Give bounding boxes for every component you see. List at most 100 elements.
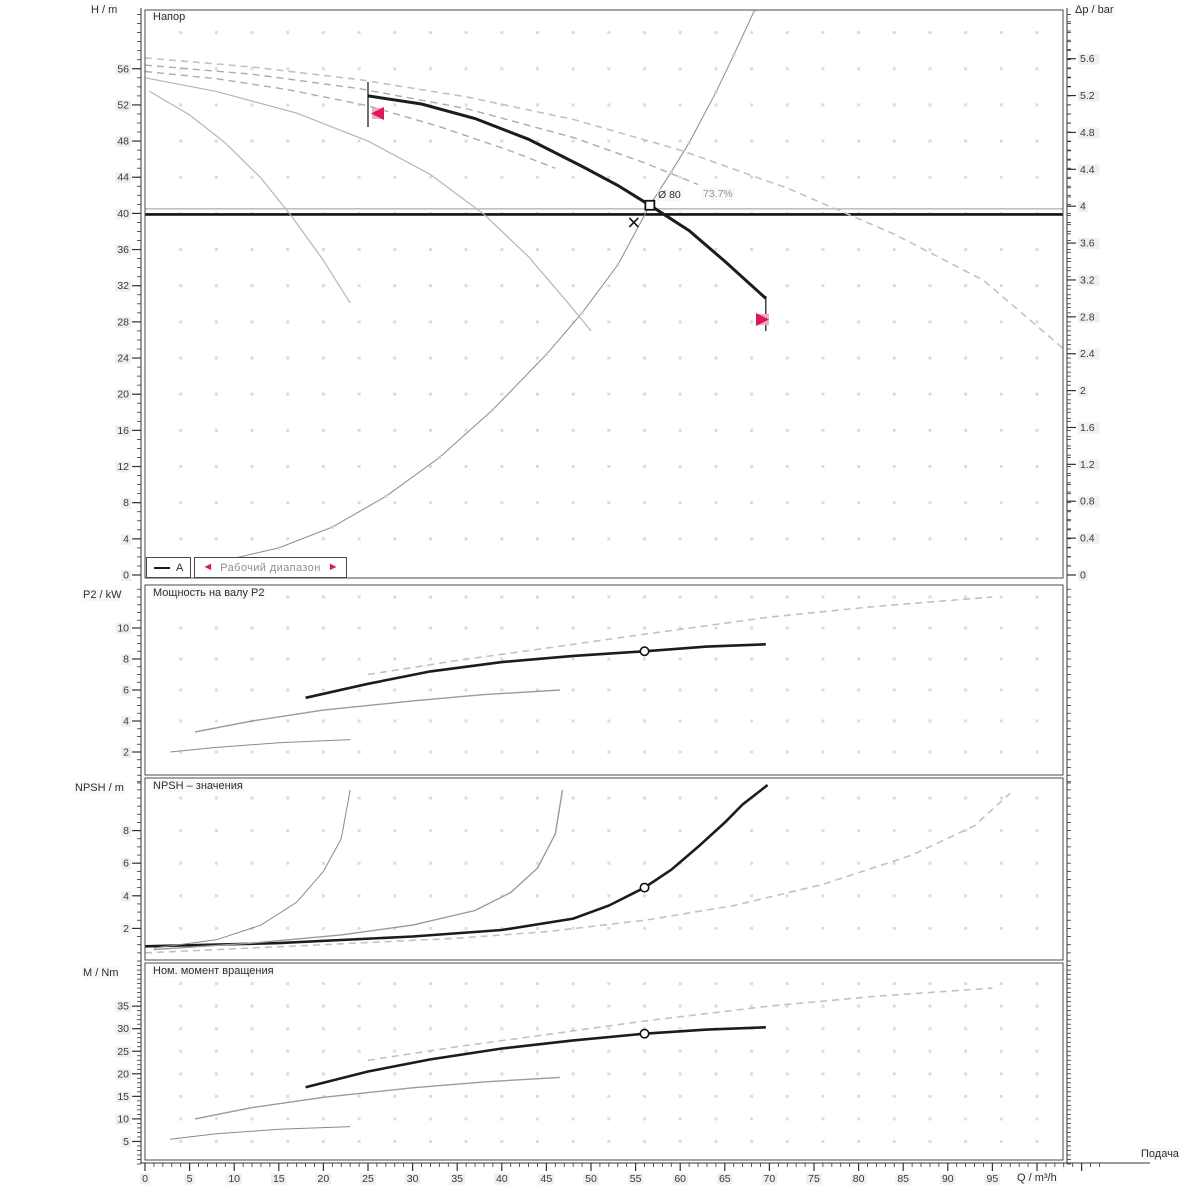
svg-text:80: 80 (853, 1173, 865, 1185)
flow-name-label: Подача (1140, 1148, 1180, 1160)
power-axis-label: P2 / kW (82, 589, 123, 601)
svg-text:10: 10 (228, 1173, 240, 1185)
svg-text:16: 16 (117, 425, 129, 437)
legend-working-range: ◄ Рабочий диапазон ► (194, 557, 347, 578)
svg-text:90: 90 (942, 1173, 954, 1185)
svg-text:52: 52 (117, 99, 129, 111)
svg-text:56: 56 (117, 63, 129, 75)
svg-text:0: 0 (1080, 570, 1086, 582)
curve-speed_curve_2 (144, 64, 699, 186)
flow-unit-label: Q / m³/h (1016, 1172, 1058, 1184)
panel-title-torque: Ном. момент вращения (152, 965, 275, 977)
curve-speed_curve_max (144, 57, 1065, 350)
curve-speed_curve_5 (149, 90, 351, 304)
svg-text:2.4: 2.4 (1080, 348, 1095, 360)
svg-text:15: 15 (117, 1091, 129, 1103)
chart-legend: A ◄ Рабочий диапазон ► (146, 557, 347, 578)
pressure-axis-label: Δp / bar (1074, 4, 1115, 16)
svg-text:4.8: 4.8 (1080, 127, 1095, 139)
svg-text:4: 4 (123, 533, 129, 545)
curve-speed_curve_4 (144, 77, 592, 332)
curves (144, 9, 1065, 1140)
svg-text:3.2: 3.2 (1080, 274, 1095, 286)
torque-axis-label: M / Nm (82, 967, 120, 979)
axis-rulers (140, 8, 1150, 1164)
svg-text:60: 60 (674, 1173, 686, 1185)
legend-curve-a-label: A (176, 561, 184, 574)
panel-title-head: Напор (152, 11, 187, 23)
svg-text:12: 12 (117, 461, 129, 473)
legend-curve-a: A (146, 557, 192, 578)
svg-text:10: 10 (117, 623, 129, 635)
svg-text:44: 44 (117, 172, 129, 184)
svg-text:5: 5 (187, 1173, 193, 1185)
svg-text:24: 24 (117, 353, 129, 365)
curve-torque_curve_A (305, 1026, 766, 1089)
svg-text:0: 0 (142, 1173, 148, 1185)
grid-dots (179, 31, 1039, 1143)
range-left-arrow-icon: ◄ (202, 561, 214, 573)
duty-point-markers (628, 199, 656, 1039)
svg-text:30: 30 (117, 1023, 129, 1035)
head-axis-label: H / m (90, 4, 119, 16)
svg-text:4: 4 (123, 890, 129, 902)
svg-text:32: 32 (117, 280, 129, 292)
svg-text:20: 20 (318, 1173, 330, 1185)
svg-text:36: 36 (117, 244, 129, 256)
efficiency-label: 73.7% (702, 188, 734, 200)
svg-text:48: 48 (117, 136, 129, 148)
svg-text:40: 40 (117, 208, 129, 220)
svg-text:10: 10 (117, 1113, 129, 1125)
svg-text:25: 25 (362, 1173, 374, 1185)
svg-text:75: 75 (808, 1173, 820, 1185)
curve-power_reduced_2 (169, 739, 351, 753)
svg-text:2: 2 (123, 747, 129, 759)
svg-text:2: 2 (123, 923, 129, 935)
working-range-markers (367, 82, 769, 331)
svg-text:0.8: 0.8 (1080, 496, 1095, 508)
svg-text:0: 0 (123, 570, 129, 582)
panel-title-power: Мощность на валу P2 (152, 587, 266, 599)
svg-text:65: 65 (719, 1173, 731, 1185)
curve-power_max_speed (367, 596, 993, 676)
curve-npsh_reduced_1 (153, 789, 351, 949)
svg-text:20: 20 (117, 389, 129, 401)
reference-head-line (145, 208, 1063, 216)
curve-npsh_dashed (144, 792, 1011, 954)
curve-torque_reduced_2 (169, 1126, 351, 1140)
svg-text:35: 35 (451, 1173, 463, 1185)
svg-text:6: 6 (123, 685, 129, 697)
svg-text:35: 35 (117, 1001, 129, 1013)
curve-npsh_reduced_2 (153, 789, 564, 951)
svg-text:5.6: 5.6 (1080, 53, 1095, 65)
svg-text:2: 2 (1080, 385, 1086, 397)
svg-text:8: 8 (123, 825, 129, 837)
curve-power_curve_A (305, 643, 766, 700)
svg-text:6: 6 (123, 858, 129, 870)
axis-ticks (132, 14, 1100, 1171)
svg-text:45: 45 (541, 1173, 553, 1185)
curve-torque_reduced_1 (194, 1076, 560, 1120)
svg-text:4: 4 (123, 716, 129, 728)
svg-text:30: 30 (407, 1173, 419, 1185)
axis-tick-labels: 5652484440363228242016128401086428642353… (115, 53, 1100, 1185)
svg-text:8: 8 (123, 654, 129, 666)
svg-text:1.2: 1.2 (1080, 459, 1095, 471)
svg-text:3.6: 3.6 (1080, 238, 1095, 250)
operating-point-label: Ø 80 (657, 189, 682, 201)
svg-text:28: 28 (117, 316, 129, 328)
svg-text:70: 70 (764, 1173, 776, 1185)
panel-title-npsh: NPSH – значения (152, 780, 244, 792)
svg-text:95: 95 (987, 1173, 999, 1185)
npsh-axis-label: NPSH / m (74, 782, 125, 794)
range-right-arrow-icon: ► (327, 561, 339, 573)
svg-text:5.2: 5.2 (1080, 90, 1095, 102)
svg-text:55: 55 (630, 1173, 642, 1185)
svg-text:4.4: 4.4 (1080, 164, 1095, 176)
svg-text:1.6: 1.6 (1080, 422, 1095, 434)
svg-text:0.4: 0.4 (1080, 533, 1095, 545)
svg-text:4: 4 (1080, 201, 1086, 213)
curve-power_reduced_1 (194, 689, 560, 733)
